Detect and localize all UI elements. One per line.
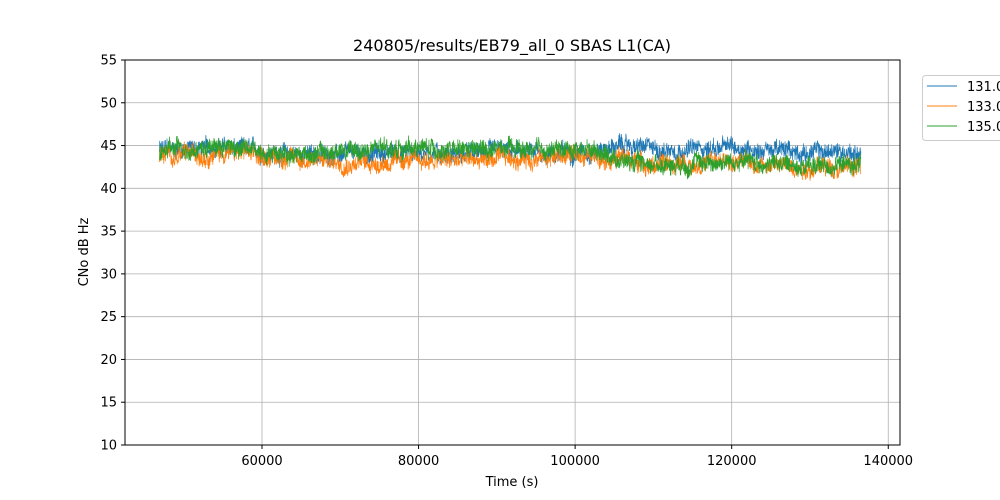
y-tick-label: 45 xyxy=(100,139,117,154)
y-tick-label: 25 xyxy=(100,310,117,325)
y-tick-label: 55 xyxy=(100,54,117,69)
x-axis-ticks: 60000 80000 100000 120000 140000 xyxy=(241,445,913,469)
plot-frame xyxy=(124,59,901,446)
y-axis-label: CNo dB Hz xyxy=(77,217,92,286)
legend-label-1: 133.0 xyxy=(967,100,1000,115)
y-axis-ticks: 10 15 20 25 30 35 40 45 50 55 xyxy=(100,54,125,454)
y-tick-label: 40 xyxy=(100,182,117,197)
x-tick-label: 100000 xyxy=(550,454,600,469)
series-group xyxy=(159,133,862,181)
legend: 131.0 133.0 135.0 xyxy=(922,75,1000,141)
chart-title: 240805/results/EB79_all_0 SBAS L1(CA) xyxy=(353,36,671,56)
y-tick-label: 35 xyxy=(100,225,117,240)
x-tick-label: 80000 xyxy=(398,454,439,469)
y-tick-label: 50 xyxy=(100,96,117,111)
x-tick-label: 120000 xyxy=(707,454,757,469)
y-tick-label: 15 xyxy=(100,396,117,411)
x-tick-label: 60000 xyxy=(241,454,282,469)
legend-label-2: 135.0 xyxy=(967,120,1000,135)
series-line-2 xyxy=(159,135,862,180)
grid xyxy=(125,59,900,446)
x-axis-label: Time (s) xyxy=(485,475,539,490)
legend-box xyxy=(922,75,1000,141)
y-tick-label: 30 xyxy=(100,267,117,282)
x-tick-label: 140000 xyxy=(863,454,913,469)
y-tick-label: 10 xyxy=(100,439,117,454)
legend-label-0: 131.0 xyxy=(967,80,1000,95)
y-tick-label: 20 xyxy=(100,353,117,368)
